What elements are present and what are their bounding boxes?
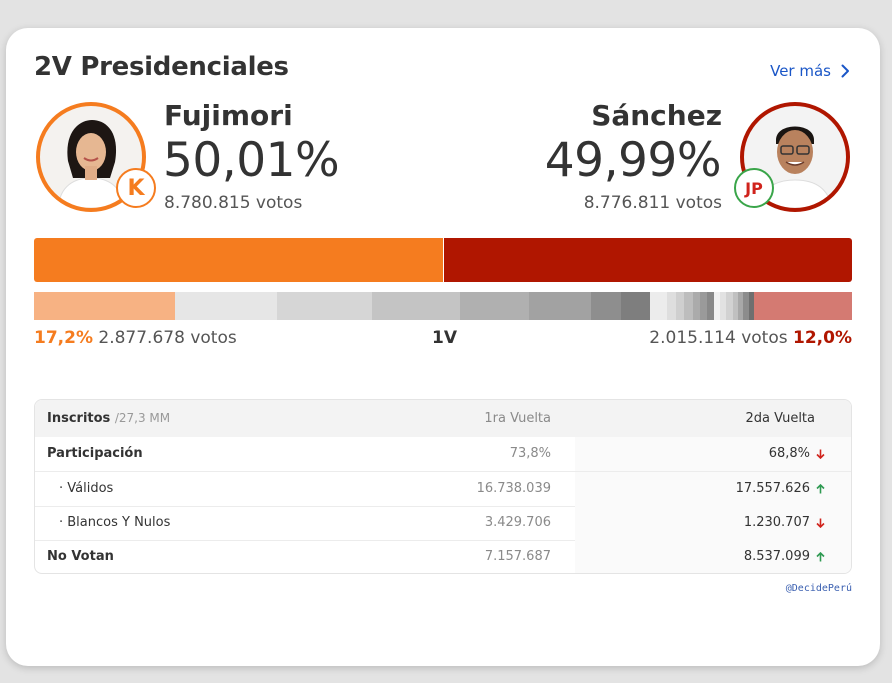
first-round-label: 1V bbox=[432, 328, 457, 348]
arrow-up-icon bbox=[816, 552, 825, 562]
row-value-second: 17.557.626 bbox=[735, 481, 810, 496]
candidate-left-percent: 50,01% bbox=[163, 133, 340, 188]
row-value-first: 7.157.687 bbox=[484, 549, 551, 564]
row-value-second: 68,8% bbox=[768, 446, 810, 461]
party-jp-logo: JP bbox=[734, 168, 774, 208]
table-row: Participación 73,8% 68,8% bbox=[35, 437, 851, 472]
row-label: No Votan bbox=[47, 549, 114, 564]
row-label: · Blancos Y Nulos bbox=[59, 515, 171, 530]
first-round-right-percent: 12,0% bbox=[793, 328, 852, 348]
candidate-right-ring bbox=[740, 102, 850, 212]
candidate-right-name: Sánchez bbox=[591, 99, 722, 132]
second-round-bar bbox=[34, 238, 852, 282]
source-credit: @DecidePerú bbox=[785, 583, 852, 594]
candidate-left-avatar: K bbox=[36, 102, 156, 212]
turnout-table: Inscritos /27,3 MM 1ra Vuelta 2da Vuelta… bbox=[34, 399, 852, 574]
second-round-left-segment bbox=[34, 238, 443, 282]
arrow-up-icon bbox=[816, 484, 825, 494]
candidate-left-ring bbox=[36, 102, 146, 212]
candidate-left-name: Fujimori bbox=[164, 99, 293, 132]
column-second-round: 2da Vuelta bbox=[745, 411, 815, 426]
registered-count: /27,3 MM bbox=[114, 411, 171, 425]
first-round-right-votes: 2.015.114 votos bbox=[649, 328, 788, 348]
first-round-left: 17,2% 2.877.678 votos bbox=[34, 328, 237, 348]
candidate-right-percent: 49,99% bbox=[544, 133, 722, 188]
page-title: 2V Presidenciales bbox=[34, 52, 289, 82]
table-row: · Válidos 16.738.039 17.557.626 bbox=[35, 472, 851, 507]
row-label: · Válidos bbox=[59, 481, 114, 496]
arrow-down-icon bbox=[816, 449, 825, 459]
see-more-label: Ver más bbox=[770, 62, 831, 80]
table-row: No Votan 7.157.687 8.537.099 bbox=[35, 540, 851, 573]
candidate-right-avatar: JP bbox=[734, 102, 850, 212]
row-value-first: 16.738.039 bbox=[476, 481, 551, 496]
registered-label: Inscritos /27,3 MM bbox=[47, 400, 170, 437]
see-more-link[interactable]: Ver más bbox=[770, 62, 850, 80]
first-round-others-segment bbox=[174, 292, 754, 320]
first-round-left-votes: 2.877.678 votos bbox=[98, 328, 237, 348]
row-label: Participación bbox=[47, 446, 143, 461]
second-round-right-segment bbox=[442, 238, 852, 282]
first-round-summary: 17,2% 2.877.678 votos 1V 2.015.114 votos… bbox=[34, 328, 852, 350]
first-round-right: 2.015.114 votos 12,0% bbox=[649, 328, 852, 348]
chevron-right-icon bbox=[841, 64, 849, 78]
candidate-left-votes: 8.780.815 votos bbox=[164, 193, 303, 213]
column-first-round: 1ra Vuelta bbox=[484, 411, 551, 426]
registered-label-text: Inscritos bbox=[47, 411, 111, 426]
candidate-right-votes: 8.776.811 votos bbox=[583, 193, 722, 213]
row-value-first: 73,8% bbox=[509, 446, 551, 461]
first-round-left-segment bbox=[34, 292, 175, 320]
first-round-left-percent: 17,2% bbox=[34, 328, 93, 348]
party-k-logo: K bbox=[116, 168, 156, 208]
row-value-second: 8.537.099 bbox=[743, 549, 810, 564]
row-value-second: 1.230.707 bbox=[743, 515, 810, 530]
row-value-first: 3.429.706 bbox=[484, 515, 551, 530]
arrow-down-icon bbox=[816, 518, 825, 528]
first-round-bar bbox=[34, 292, 852, 320]
table-header-row: Inscritos /27,3 MM 1ra Vuelta 2da Vuelta bbox=[35, 400, 851, 437]
first-round-right-segment bbox=[753, 292, 852, 320]
table-row: · Blancos Y Nulos 3.429.706 1.230.707 bbox=[35, 506, 851, 541]
